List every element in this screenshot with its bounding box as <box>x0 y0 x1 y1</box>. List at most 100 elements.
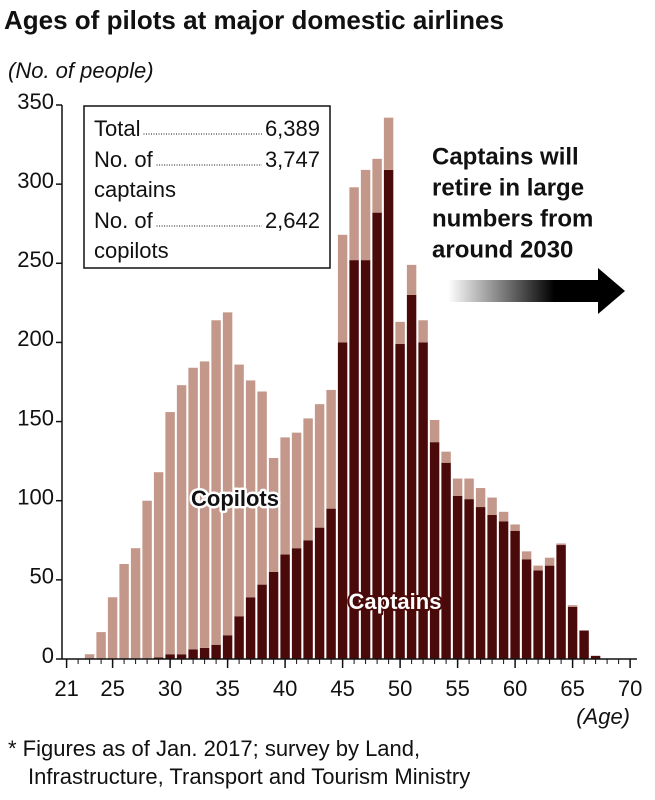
y-tick-label: 0 <box>42 643 54 668</box>
y-axis-label: (No. of people) <box>8 58 154 83</box>
bar-segment <box>165 654 175 659</box>
bar-segment <box>119 564 129 659</box>
bar-segment <box>268 571 279 659</box>
bar-segment <box>521 551 532 560</box>
bar-segment <box>326 389 336 509</box>
bar-segment <box>521 559 532 659</box>
bar-segment <box>487 497 497 515</box>
annotation: around 2030 <box>432 236 573 263</box>
summary-value: 3,747 <box>265 147 320 172</box>
bar-segment <box>245 380 256 598</box>
bar-segment <box>418 342 428 659</box>
y-tick-label: 150 <box>17 405 54 430</box>
y-tick-label: 300 <box>17 168 54 193</box>
bar-segment <box>257 584 267 659</box>
summary-label: captains <box>94 177 176 202</box>
bar-segment <box>487 514 497 659</box>
x-tick-label: 25 <box>100 676 124 701</box>
bar-segment <box>303 540 313 659</box>
bar-segment <box>234 616 244 659</box>
bar-segment <box>130 548 141 659</box>
bar-segment <box>533 565 543 571</box>
y-tick-label: 200 <box>17 326 54 351</box>
bar-segment <box>360 169 371 261</box>
bar-segment <box>349 187 359 261</box>
bar-segment <box>291 548 302 659</box>
bar-segment <box>475 488 486 508</box>
bar-segment <box>314 527 325 659</box>
x-tick-label: 55 <box>445 676 469 701</box>
x-tick-label: 70 <box>618 676 642 701</box>
summary-box <box>83 105 331 269</box>
bar-segment <box>176 385 187 655</box>
bar-segment <box>257 391 267 585</box>
bar-segment <box>464 499 474 659</box>
x-tick-label: 30 <box>158 676 182 701</box>
bar-segment <box>268 457 279 572</box>
bar-segment <box>349 260 359 659</box>
bar-segment <box>567 605 578 607</box>
x-tick-label: 40 <box>273 676 297 701</box>
x-axis-label: (Age) <box>576 704 630 729</box>
bar-segment <box>280 437 290 555</box>
bar-segment <box>245 597 256 659</box>
bar-segment <box>153 657 164 659</box>
bar-segment <box>188 367 198 650</box>
bar-segment <box>510 524 520 531</box>
y-tick-label: 350 <box>17 89 54 114</box>
bar-segment <box>556 543 566 546</box>
bar-segment <box>142 500 152 659</box>
bar-segment <box>510 530 520 659</box>
summary-label: Total <box>94 116 140 141</box>
series-label: Copilots <box>191 486 279 511</box>
chart-title: Ages of pilots at major domestic airline… <box>4 5 504 35</box>
bar-segment <box>188 649 198 659</box>
bar-segment <box>153 472 164 658</box>
bar-segment <box>291 432 302 549</box>
bar-segment <box>280 554 290 659</box>
series-label: Captains <box>349 589 442 614</box>
bar-segment <box>211 644 221 659</box>
summary-value: 2,642 <box>265 208 320 233</box>
footnote: * Figures as of Jan. 2017; survey by Lan… <box>8 736 420 761</box>
bar-segment <box>498 511 509 522</box>
bar-segment <box>429 442 440 659</box>
bar-segment <box>222 312 233 636</box>
bar-segment <box>96 632 106 659</box>
bar-segment <box>464 478 474 500</box>
bar-segment <box>475 507 486 659</box>
bar-segment <box>533 570 543 659</box>
bar-segment <box>326 508 336 659</box>
summary-label: No. of <box>94 208 154 233</box>
x-tick-label: 50 <box>388 676 412 701</box>
bar-segment <box>234 364 244 617</box>
x-tick-label: 60 <box>503 676 527 701</box>
arrow-body <box>448 280 600 302</box>
bar-segment <box>441 462 451 659</box>
bar-segment <box>383 169 394 659</box>
x-tick-label: 65 <box>560 676 584 701</box>
bar-segment <box>406 294 417 659</box>
bar-segment <box>383 117 394 170</box>
bar-segment <box>556 545 566 659</box>
bar-segment <box>544 557 555 566</box>
bar-segment <box>107 597 118 659</box>
bar-segment <box>303 418 313 541</box>
y-tick-label: 250 <box>17 247 54 272</box>
arrow-head <box>598 268 625 314</box>
summary-label: copilots <box>94 238 169 263</box>
bar-segment <box>590 655 601 659</box>
bar-segment <box>84 654 95 659</box>
bar-segment <box>429 419 440 443</box>
bar-segment <box>498 521 509 659</box>
bar-segment <box>452 495 463 659</box>
bar-segment <box>314 404 325 528</box>
y-tick-label: 50 <box>30 564 54 589</box>
bar-segment <box>199 361 210 648</box>
x-tick-label: 35 <box>215 676 239 701</box>
bar-segment <box>395 344 405 659</box>
bar-segment <box>579 630 589 659</box>
footnote: Infrastructure, Transport and Tourism Mi… <box>28 764 470 789</box>
bar-segment <box>337 342 348 659</box>
